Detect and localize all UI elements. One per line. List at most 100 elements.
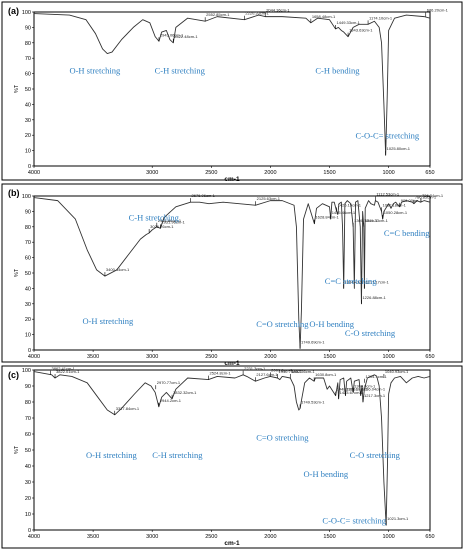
x-tick-label: 650 [425,534,434,540]
band-annotation: C-O stretching [350,450,401,460]
x-tick-label: 3500 [87,354,99,360]
peak-label: 1211.33cm-1 [365,218,389,223]
x-tick-label: 3000 [146,534,158,540]
peak-label: 2944.2cm-1 [160,398,182,403]
x-tick-label: 3000 [146,170,158,176]
y-tick-label: 40 [25,464,31,470]
peak-label: 1749.69cm-1 [301,339,325,344]
peak-label: 2524.8cm-1 [209,371,231,376]
x-tick-label: 3000 [146,354,158,360]
band-annotation: C=O stretching [256,432,309,442]
x-tick-label: 2500 [205,354,217,360]
peak-label: 1749.53cm-1 [301,399,325,404]
x-tick-label: 1000 [383,354,395,360]
peak-label: 3822.01cm-1 [56,369,80,374]
peak-label: 2231.3cm-1 [244,366,266,371]
x-tick-label: 1500 [323,534,335,540]
y-tick-label: 20 [25,317,31,323]
band-annotation: C=O stretching [256,319,309,329]
y-tick-label: 90 [25,384,31,390]
peak-label: 1343.63cm-1 [349,28,373,33]
band-annotation: O-H stretching [69,66,121,76]
x-tick-label: 650 [425,354,434,360]
band-annotation: C-O-C= stretching [322,516,386,526]
band-annotation: O-H bending [304,469,349,479]
panel-label: (a) [8,6,19,16]
x-tick-label: 2000 [264,354,276,360]
y-tick-label: 50 [25,271,31,277]
peak-label: 3400.44cm-1 [106,267,130,272]
peak-label: 2125.63cm-1 [257,196,281,201]
y-tick-label: 90 [25,25,31,31]
y-tick-label: 10 [25,149,31,155]
y-tick-label: 70 [25,416,31,422]
y-tick-label: 80 [25,41,31,47]
x-tick-label: 1000 [383,534,395,540]
y-tick-label: 80 [25,400,31,406]
band-annotation: C-O-C= stretching [356,130,420,140]
x-tick-label: 2500 [205,170,217,176]
peak-label: 1435.46cm-1 [332,210,356,215]
x-tick-label: 1500 [323,354,335,360]
y-tick-label: 60 [25,72,31,78]
y-tick-label: 70 [25,56,31,62]
peak-label: 1040.93cm-1 [385,369,409,374]
peak-label: 2676.06cm-1 [192,193,216,198]
band-annotation: C=C stretching [325,276,378,286]
band-annotation: O-H stretching [82,316,134,326]
peak-label: 1025.80cm-1 [387,146,411,151]
y-tick-label: 30 [25,302,31,308]
peak-label: 686.20cm-1 [427,8,449,13]
x-tick-label: 4000 [28,534,40,540]
y-tick-label: 50 [25,87,31,93]
y-tick-label: 30 [25,480,31,486]
x-tick-label: 1500 [323,170,335,176]
peak-label: 1658.48cm-1 [312,14,336,19]
peak-label: 1628.84cm-1 [315,215,339,220]
band-annotation: C-H stretching [129,213,180,223]
peak-label: 2970.77cm-1 [157,380,181,385]
peak-label: 1174.10cm-1 [369,15,393,20]
y-tick-label: 40 [25,286,31,292]
band-annotation: C-H stretching [152,450,203,460]
band-annotation: C-H stretching [155,66,206,76]
peak-label: 1112.53cm-1 [376,192,400,197]
x-tick-label: 2500 [205,534,217,540]
x-tick-label: 2000 [264,170,276,176]
y-tick-label: 40 [25,102,31,108]
y-tick-label: 70 [25,240,31,246]
peak-label: 1217.3cm-1 [364,393,386,398]
plot-area [34,12,430,166]
peak-label: 1062.18cm-1 [383,202,407,207]
panel-label: (b) [8,188,20,198]
peak-label: 1449.33cm-1 [337,20,361,25]
y-tick-label: 60 [25,256,31,262]
x-tick-label: 2000 [264,534,276,540]
y-axis-title: %T [14,268,20,277]
peak-label: 726.34cm-1 [422,193,444,198]
x-tick-label: 1000 [383,170,395,176]
x-axis-title: cm-1 [224,176,240,183]
peak-label: 1236.04cm-1 [362,387,386,392]
y-tick-label: 100 [22,10,31,16]
peak-label: 2832.32cm-1 [173,390,197,395]
y-tick-label: 80 [25,225,31,231]
band-annotation: O-H stretching [86,450,138,460]
y-axis-title: %T [14,84,20,93]
x-tick-label: 4000 [28,170,40,176]
peak-label: 1226.88cm-1 [362,295,386,300]
peak-label: 1940.73cm-1 [279,369,303,374]
band-annotation: C=C bending [384,228,430,238]
y-tick-label: 10 [25,512,31,518]
y-axis-title: %T [14,445,20,454]
y-tick-label: 30 [25,118,31,124]
peak-label: 1021.3cm-1 [387,516,409,521]
y-tick-label: 20 [25,133,31,139]
y-tick-label: 90 [25,209,31,215]
peak-label: 2822.48cm-1 [174,34,198,39]
peak-label: 3317.84cm-1 [116,406,140,411]
